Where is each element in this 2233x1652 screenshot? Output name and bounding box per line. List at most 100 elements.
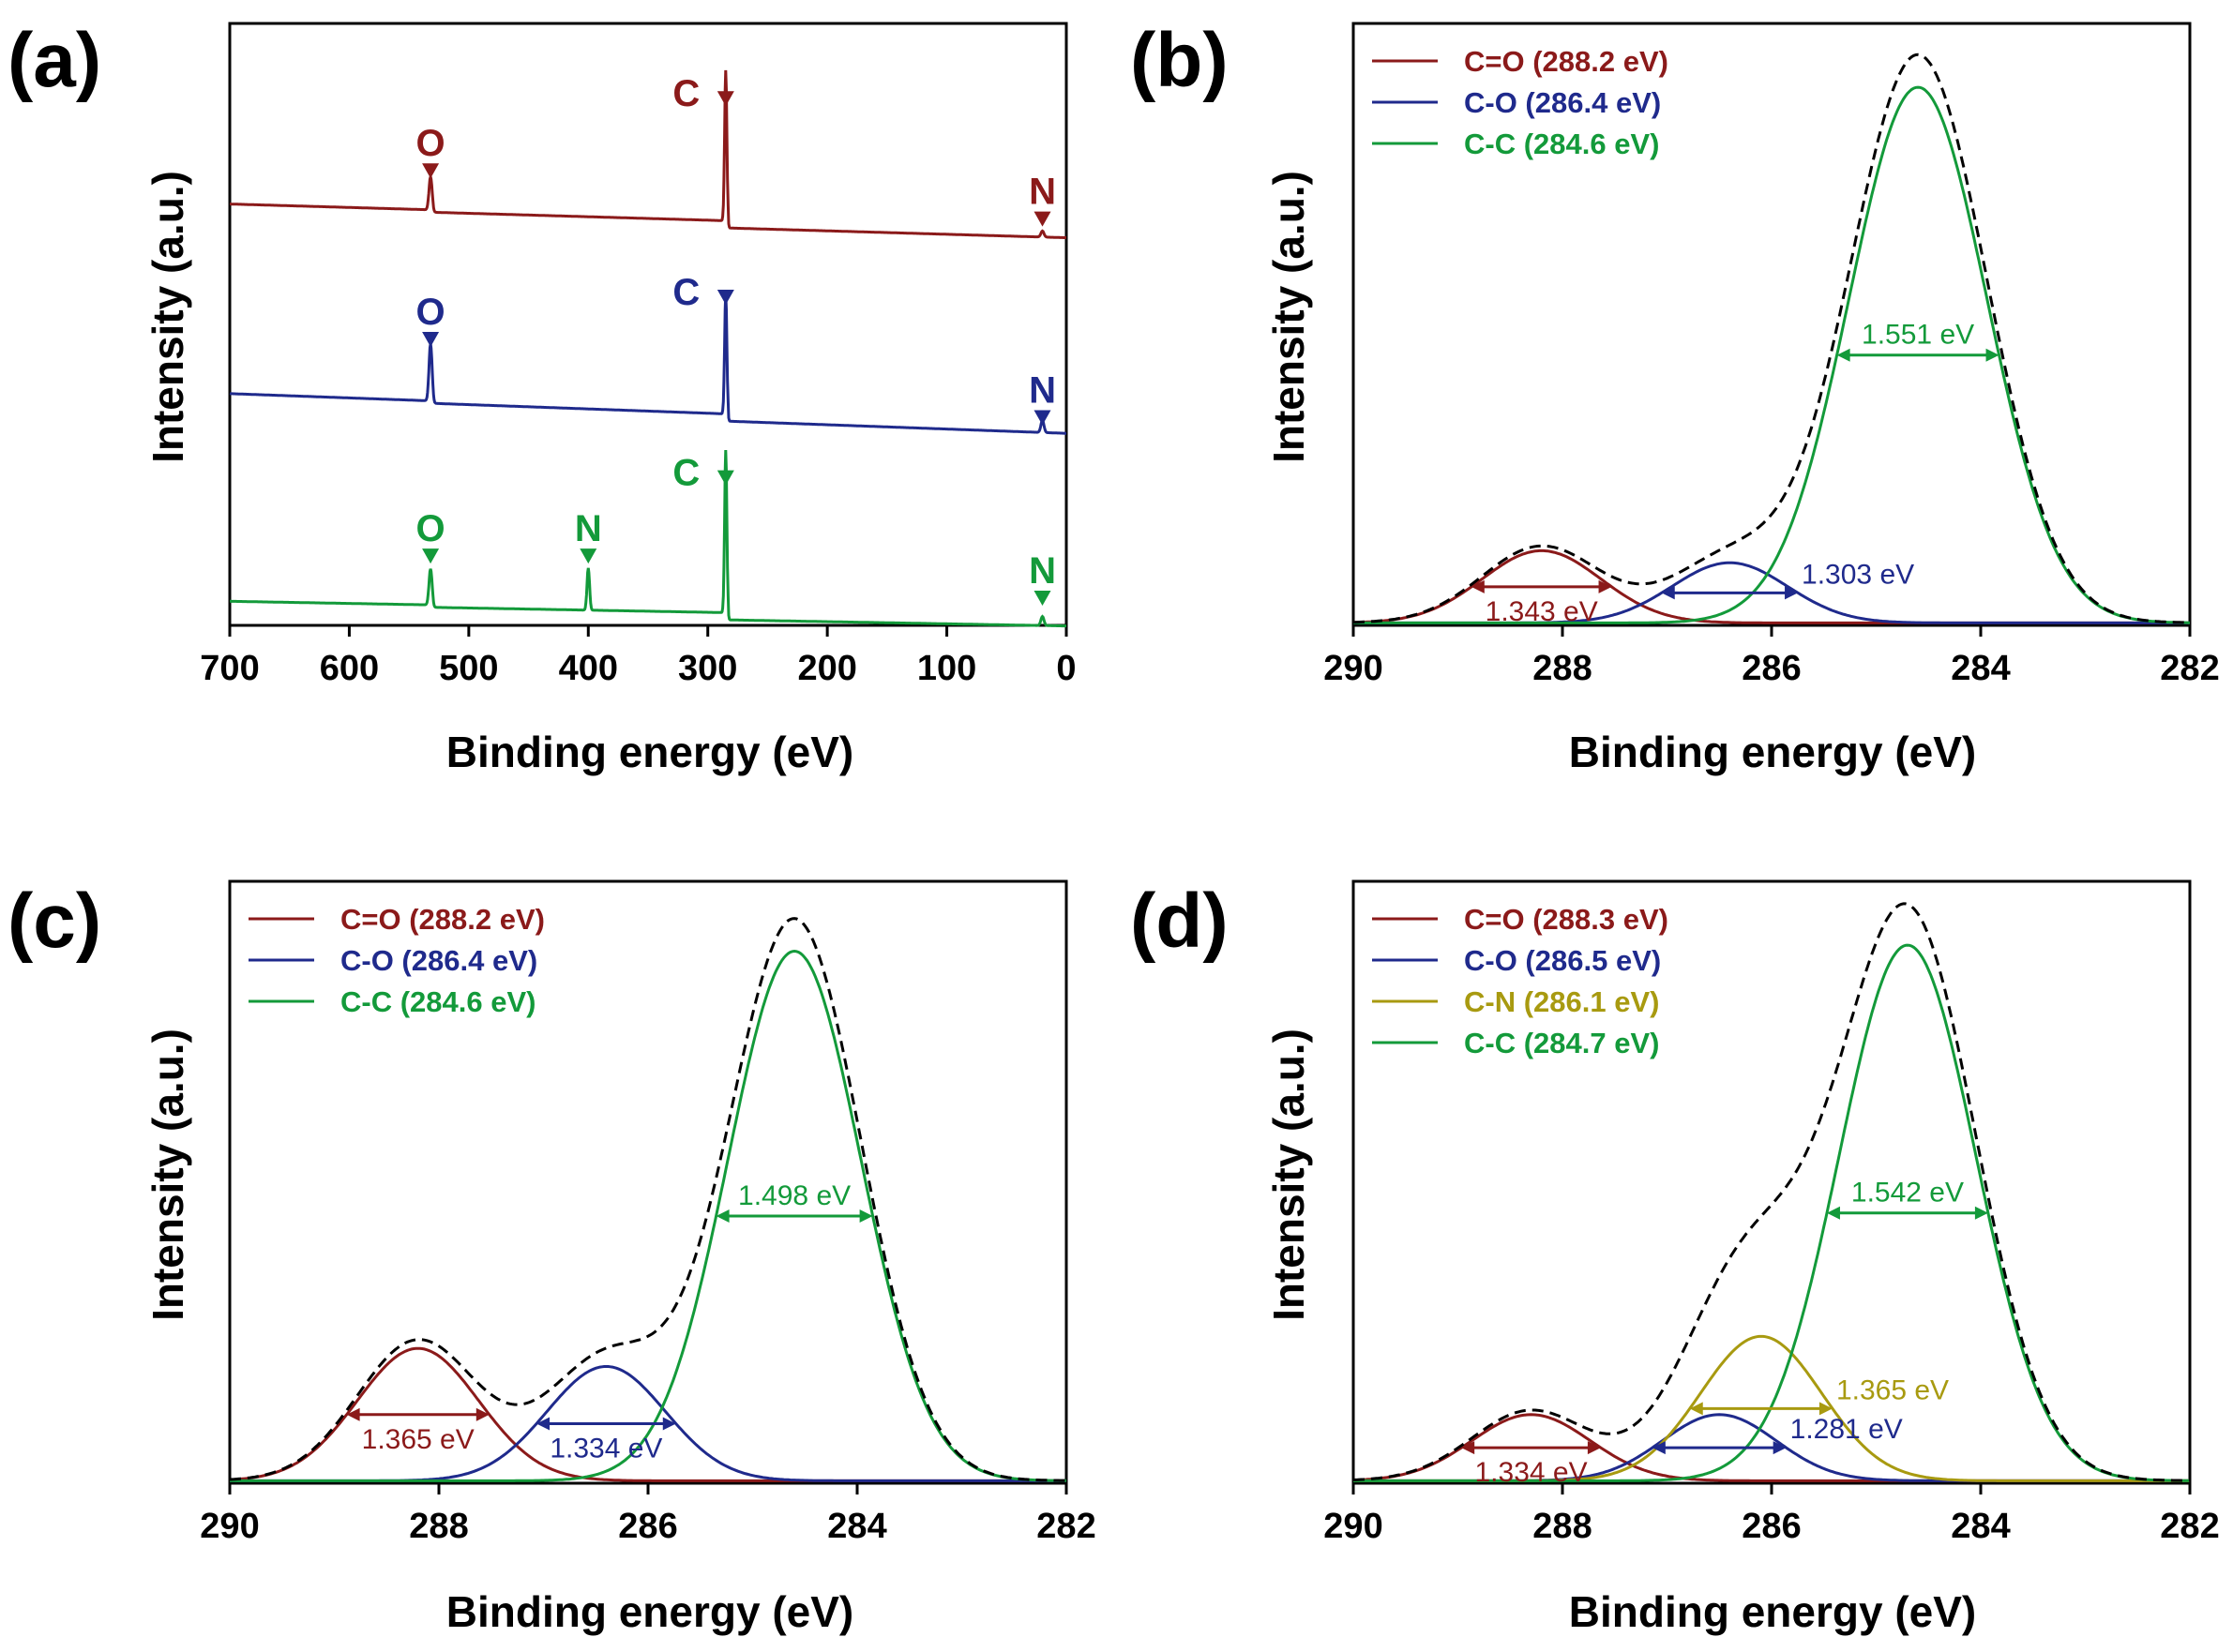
fwhm-arrowhead-left	[1471, 579, 1485, 593]
legend-entry: C-N (286.1 eV)	[1464, 985, 1659, 1018]
component-peak-green	[230, 949, 1066, 1482]
panel-a-xlabel: Binding energy (eV)	[446, 728, 853, 776]
fwhm-arrowhead-left	[1836, 348, 1850, 362]
peak-marker-n	[580, 548, 597, 564]
x-tick-label: 200	[797, 649, 856, 688]
fwhm-arrowhead-right	[1985, 348, 1999, 362]
x-tick-label: 500	[439, 649, 498, 688]
envelope-curve	[1353, 53, 2190, 624]
legend-entry: C-C (284.7 eV)	[1464, 1027, 1659, 1059]
x-tick-label: 288	[409, 1507, 468, 1546]
series-line-blue	[229, 293, 1066, 435]
peak-marker-c	[717, 91, 734, 107]
fwhm-arrowhead-left	[1461, 1441, 1475, 1455]
panel-c-label: (c)	[8, 879, 101, 964]
peak-marker-n	[1034, 591, 1051, 607]
peak-marker-o	[422, 548, 440, 564]
fwhm-label: 1.542 eV	[1851, 1178, 1964, 1209]
peak-label-c: C	[672, 73, 700, 114]
series-line-red	[230, 69, 1067, 240]
fwhm-arrowhead-right	[1785, 586, 1799, 600]
peak-marker-o	[422, 332, 440, 347]
x-tick-label: 286	[1742, 649, 1801, 688]
component-peak-green	[1353, 943, 2190, 1482]
fwhm-arrowhead-left	[536, 1417, 551, 1431]
panel-b-plot-area: 290 288 286 284 282 1.343 eV 1.303 eV 1.551 eV C…	[1323, 22, 2220, 688]
x-tick-label: 288	[1532, 1507, 1592, 1546]
x-tick-label: 284	[827, 1507, 886, 1546]
x-tick-label: 282	[2160, 649, 2219, 688]
panel-b-ylabel: Intensity (a.u.)	[1264, 171, 1313, 463]
peak-label-c: C	[672, 272, 700, 313]
x-tick-label: 282	[1036, 1507, 1095, 1546]
panel-c-plot-area: 290 288 286 284 282 1.365 eV 1.334 eV 1.498 eV C…	[200, 879, 1096, 1546]
peak-marker-c	[717, 470, 734, 486]
legend-entry: C-O (286.4 eV)	[340, 944, 537, 977]
legend-entry: C=O (288.2 eV)	[1464, 45, 1668, 78]
panel-d: (d) Intensity (a.u.) Binding energy (eV)…	[1130, 879, 2220, 1636]
series-line-green	[230, 450, 1066, 628]
x-tick-label: 290	[1323, 1507, 1382, 1546]
fwhm-label: 1.498 eV	[738, 1180, 851, 1211]
fwhm-arrowhead-left	[346, 1407, 360, 1421]
fwhm-arrowhead-right	[1974, 1206, 1988, 1220]
fwhm-arrowhead-left	[1661, 586, 1675, 600]
peak-label-n: N	[1029, 550, 1056, 592]
panel-d-xlabel: Binding energy (eV)	[1569, 1587, 1976, 1636]
fwhm-arrowhead-right	[662, 1417, 676, 1431]
fwhm-arrowhead-left	[1826, 1206, 1840, 1220]
panel-c-xlabel: Binding energy (eV)	[446, 1587, 853, 1636]
peak-label-c: C	[672, 453, 700, 494]
fwhm-arrowhead-right	[475, 1407, 490, 1421]
x-tick-label: 286	[1742, 1507, 1801, 1546]
fwhm-arrowhead-right	[1587, 1441, 1601, 1455]
x-tick-label: 0	[1056, 649, 1076, 688]
legend-entry: C-C (284.6 eV)	[340, 985, 536, 1018]
panel-a: (a) Intensity (a.u.) Binding energy (eV)…	[8, 18, 1077, 776]
x-tick-label: 282	[2160, 1507, 2219, 1546]
legend-entry: C-O (286.5 eV)	[1464, 944, 1661, 977]
x-tick-label: 284	[1951, 1507, 2010, 1546]
peak-label-o: O	[416, 508, 445, 549]
peak-marker-o	[422, 163, 440, 179]
plot-frame	[228, 22, 1068, 627]
fwhm-label: 1.281 eV	[1790, 1414, 1903, 1445]
fwhm-arrowhead-left	[1652, 1441, 1666, 1455]
x-tick-label: 288	[1532, 649, 1592, 688]
x-tick-label: 290	[200, 1507, 259, 1546]
peak-marker-c	[717, 290, 734, 306]
peak-label-n: N	[1029, 172, 1056, 213]
fwhm-label: 1.551 eV	[1862, 320, 1974, 351]
x-tick-label: 600	[320, 649, 379, 688]
legend-entry: C=O (288.2 eV)	[340, 903, 545, 936]
fwhm-arrowhead-left	[1689, 1402, 1703, 1416]
fwhm-label: 1.303 eV	[1802, 559, 1914, 590]
peak-label-n: N	[575, 508, 602, 549]
peak-label-n: N	[1029, 369, 1056, 411]
fwhm-arrowhead-left	[716, 1209, 730, 1223]
panel-d-plot-area: 290 288 286 284 282 1.334 eV 1.281 eV 1.365 eV 1…	[1323, 879, 2220, 1546]
x-tick-label: 290	[1323, 649, 1382, 688]
fwhm-label: 1.334 eV	[550, 1433, 662, 1464]
fwhm-arrowhead-right	[1773, 1441, 1787, 1455]
x-tick-label: 100	[917, 649, 976, 688]
legend-entry: C-C (284.6 eV)	[1464, 128, 1659, 160]
fwhm-label: 1.334 eV	[1474, 1457, 1587, 1488]
x-tick-label: 300	[678, 649, 737, 688]
legend-entry: C=O (288.3 eV)	[1464, 903, 1668, 936]
legend-entry: C-O (286.4 eV)	[1464, 86, 1661, 119]
fwhm-label: 1.365 eV	[1836, 1374, 1949, 1405]
x-tick-label: 700	[200, 649, 259, 688]
peak-label-o: O	[416, 123, 445, 164]
x-tick-label: 284	[1951, 649, 2010, 688]
panel-c: (c) Intensity (a.u.) Binding energy (eV)…	[8, 879, 1096, 1636]
fwhm-arrowhead-right	[859, 1209, 873, 1223]
envelope-curve	[229, 917, 1066, 1482]
panel-d-ylabel: Intensity (a.u.)	[1264, 1029, 1313, 1321]
peak-label-o: O	[416, 292, 445, 333]
envelope-curve	[1353, 902, 2191, 1482]
fwhm-arrowhead-right	[1598, 579, 1612, 593]
panel-c-ylabel: Intensity (a.u.)	[143, 1029, 192, 1321]
fwhm-arrowhead-right	[1818, 1402, 1833, 1416]
